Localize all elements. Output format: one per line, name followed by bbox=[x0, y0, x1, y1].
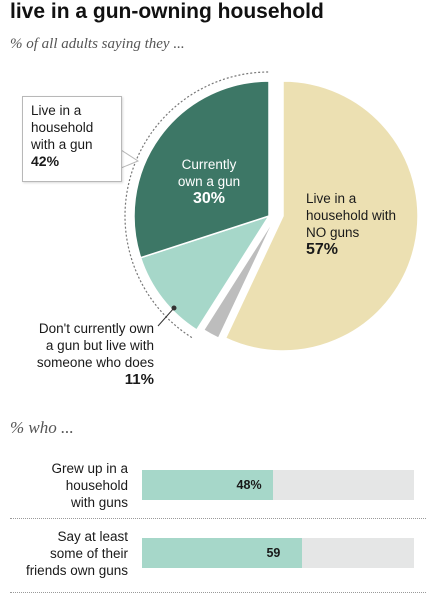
bar-label-line: with guns bbox=[70, 495, 128, 510]
chart-title: live in a gun-owning household bbox=[10, 0, 324, 23]
slice-label-percent: 57% bbox=[306, 241, 339, 258]
bar-label-line: household bbox=[65, 478, 128, 493]
slice-label-own-gun: Currently own a gun 30% bbox=[150, 156, 268, 207]
slice-label-line: NO guns bbox=[306, 225, 360, 240]
bar-label: Grew up in a household with guns bbox=[0, 460, 128, 511]
leader-line bbox=[157, 307, 175, 327]
bar-track: 59 bbox=[142, 538, 414, 568]
slice-label-percent: 30% bbox=[192, 190, 226, 207]
gun-household-bracket bbox=[124, 71, 270, 339]
bar-label-line: friends own guns bbox=[25, 563, 128, 578]
callout-line: Live in a bbox=[31, 103, 82, 118]
bar-fill bbox=[142, 470, 273, 500]
bar-value-label: 48% bbox=[236, 478, 262, 492]
slice-label-no-guns: Live in a household with NO guns 57% bbox=[306, 190, 416, 258]
slice-label-live-with: Don't currently own a gun but live with … bbox=[14, 320, 154, 388]
pie-slice-unclassified bbox=[202, 215, 277, 340]
bar-label-line: Grew up in a bbox=[51, 461, 128, 476]
callout-line: with a gun bbox=[31, 137, 93, 152]
pie-slice-own-gun bbox=[133, 80, 270, 259]
slice-label-line: Currently bbox=[181, 157, 237, 172]
pie-slice-no-guns bbox=[224, 80, 419, 352]
bar-section-title: % who ... bbox=[10, 418, 74, 437]
slice-label-line: Live in a bbox=[306, 191, 357, 206]
callout-pointer bbox=[120, 149, 140, 169]
row-divider bbox=[10, 518, 426, 519]
callout-percent: 42% bbox=[31, 153, 60, 169]
gun-household-callout: Live in a household with a gun 42% bbox=[22, 96, 122, 182]
slice-label-line: own a gun bbox=[177, 174, 241, 189]
bar-label-line: Say at least bbox=[57, 529, 128, 544]
row-divider bbox=[10, 592, 426, 593]
chart-subtitle: % of all adults saying they ... bbox=[10, 36, 185, 52]
bar-label-line: some of their bbox=[49, 546, 128, 561]
slice-label-line: someone who does bbox=[36, 355, 154, 370]
bar-value-label: 59 bbox=[266, 546, 281, 560]
slice-label-line: a gun but live with bbox=[45, 338, 154, 353]
pie-chart bbox=[120, 71, 419, 352]
callout-line: household bbox=[31, 120, 94, 135]
slice-label-line: household with bbox=[306, 208, 397, 223]
slice-label-line: Don't currently own bbox=[38, 321, 154, 336]
bar-track: 48% bbox=[142, 470, 414, 500]
bar-label: Say at least some of their friends own g… bbox=[0, 528, 128, 579]
bar-fill bbox=[142, 538, 303, 568]
slice-label-percent: 11% bbox=[124, 371, 154, 388]
bar-row-friends: Say at least some of their friends own g… bbox=[0, 528, 446, 588]
bar-row-grew-up: Grew up in a household with guns 48% bbox=[0, 460, 446, 520]
pie-slice-live-with bbox=[139, 214, 271, 332]
